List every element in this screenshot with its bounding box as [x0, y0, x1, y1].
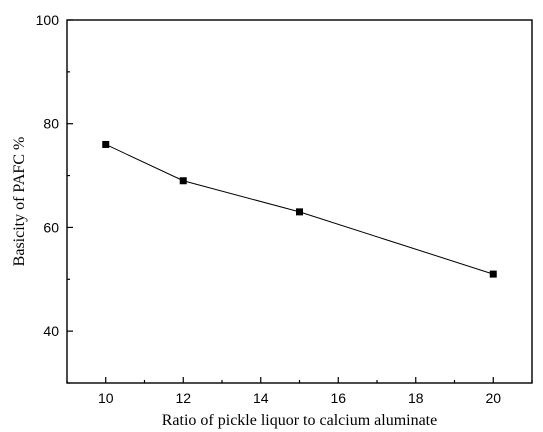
y-tick-label: 60	[43, 219, 59, 235]
x-tick-label: 10	[98, 390, 114, 406]
data-point-marker	[179, 177, 187, 185]
y-axis-title: Basicity of PAFC %	[11, 137, 28, 267]
y-tick-label: 80	[43, 116, 59, 132]
plot-frame	[66, 19, 533, 384]
data-point-marker	[102, 140, 110, 148]
y-tick-label: 40	[43, 323, 59, 339]
data-point-marker	[296, 208, 303, 216]
series	[102, 140, 497, 278]
series-line	[105, 144, 494, 275]
data-point-marker	[489, 270, 497, 278]
x-tick-label: 20	[485, 390, 501, 406]
x-tick-label: 18	[408, 390, 424, 406]
x-axis-title: Ratio of pickle liquor to calcium alumin…	[162, 412, 437, 429]
x-axis-ticks: 10 12 14 16 18 20	[66, 377, 533, 406]
y-axis-ticks: 40 60 80 100	[36, 12, 73, 384]
y-tick-label: 100	[36, 12, 60, 28]
x-tick-label: 16	[330, 390, 346, 406]
x-tick-label: 14	[253, 390, 269, 406]
x-tick-label: 12	[175, 390, 191, 406]
